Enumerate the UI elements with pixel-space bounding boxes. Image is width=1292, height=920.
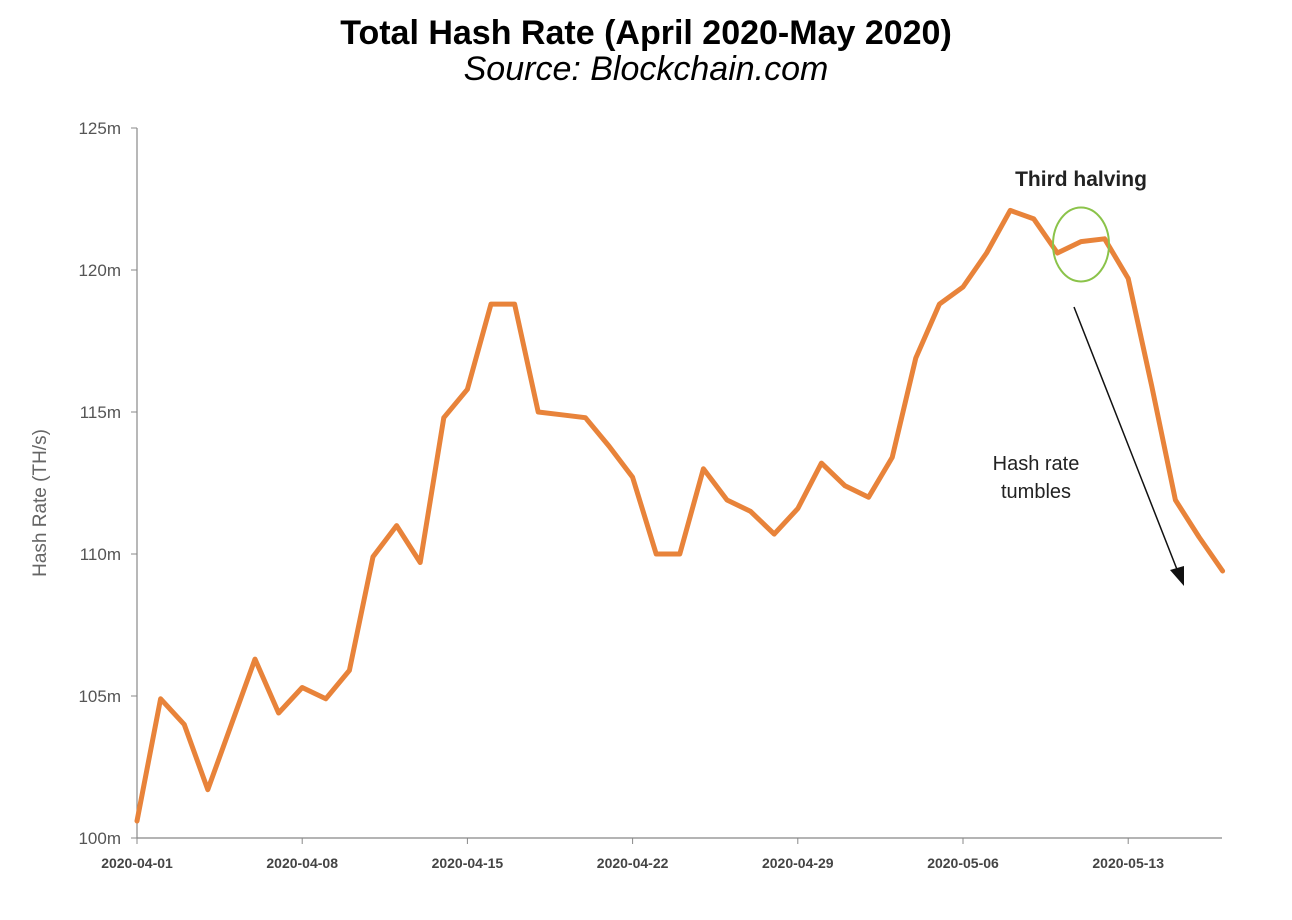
x-tick-label: 2020-04-08 [266, 855, 338, 871]
halving-circle [1052, 206, 1110, 283]
series-line [134, 207, 1226, 824]
tumble-label-line1: Hash rate [993, 453, 1080, 475]
chart-subtitle: Source: Blockchain.com [463, 50, 829, 88]
y-tick-label: 105m [78, 687, 121, 706]
marks [134, 207, 1226, 824]
y-tick-label: 100m [78, 829, 121, 848]
axes: 100m 105m 110m 115m 120m 125m 2020-04-01 2020-0… [30, 119, 1222, 871]
y-axis-label: Hash Rate (TH/s) [30, 429, 51, 577]
x-tick-label: 2020-05-13 [1092, 855, 1164, 871]
x-tick-label: 2020-05-06 [927, 855, 999, 871]
y-tick-label: 125m [78, 119, 121, 138]
tumble-arrow-line [1073, 306, 1179, 573]
x-tick-label: 2020-04-22 [597, 855, 669, 871]
tumble-label-line2: tumbles [1001, 481, 1071, 503]
x-tick-label: 2020-04-15 [432, 855, 504, 871]
y-tick-label: 120m [78, 261, 121, 280]
halving-label: Third halving [1015, 168, 1147, 191]
x-tick-label: 2020-04-01 [101, 855, 173, 871]
tumble-arrow-head [1170, 566, 1184, 586]
y-tick-label: 115m [80, 403, 121, 422]
chart-title: Total Hash Rate (April 2020-May 2020) [340, 14, 952, 52]
x-tick-label: 2020-04-29 [762, 855, 834, 871]
annotations: Third halving Hash rate tumbles [993, 168, 1184, 586]
y-tick-label: 110m [80, 545, 121, 564]
